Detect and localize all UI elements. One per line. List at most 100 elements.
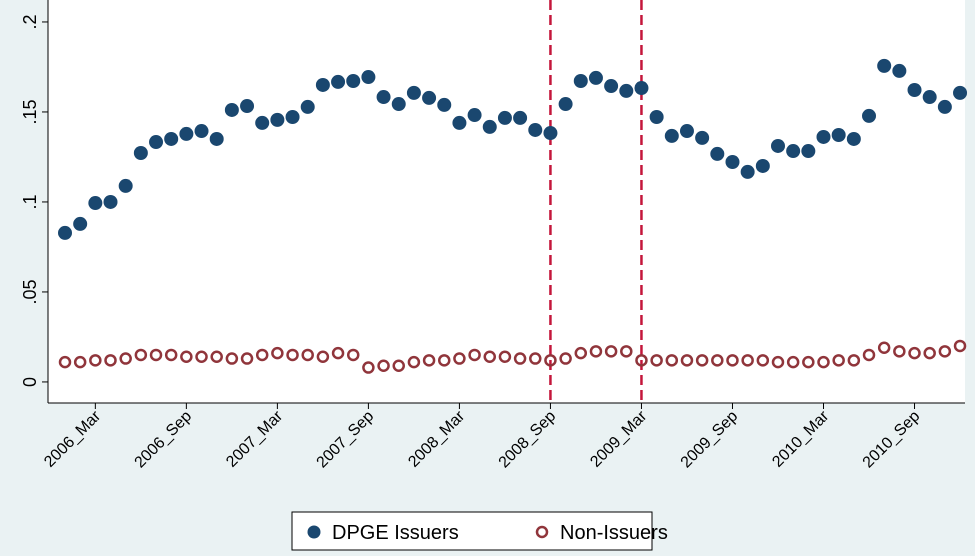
marker <box>619 83 634 98</box>
marker <box>285 109 300 124</box>
marker <box>786 355 800 369</box>
marker <box>771 355 785 369</box>
y-tick-label: .15 <box>20 99 40 124</box>
marker <box>164 348 178 362</box>
marker <box>665 354 679 367</box>
marker <box>634 81 649 96</box>
marker <box>695 130 710 145</box>
x-tick-label: 2006_Mar <box>41 407 104 470</box>
marker <box>802 355 815 369</box>
marker <box>103 194 118 209</box>
marker <box>558 97 573 112</box>
marker <box>361 70 376 85</box>
marker <box>893 345 906 358</box>
marker <box>300 99 315 114</box>
marker <box>513 352 527 365</box>
marker <box>574 346 588 360</box>
marker <box>695 354 709 367</box>
marker <box>953 85 968 100</box>
marker <box>877 58 892 73</box>
marker <box>134 348 148 362</box>
y-tick-label: .2 <box>20 14 40 29</box>
y-tick-label: .05 <box>20 279 40 304</box>
marker <box>497 110 512 125</box>
marker <box>907 82 922 97</box>
marker <box>271 346 284 360</box>
marker <box>649 109 664 124</box>
marker <box>149 135 164 150</box>
marker <box>741 354 754 367</box>
marker <box>149 348 163 362</box>
marker <box>953 339 967 353</box>
marker <box>832 354 845 367</box>
marker <box>543 126 558 141</box>
marker <box>377 359 390 372</box>
marker <box>817 355 830 369</box>
plot-area <box>48 0 965 403</box>
marker <box>133 145 148 160</box>
marker <box>453 352 466 365</box>
marker <box>847 354 861 367</box>
marker <box>452 115 467 130</box>
marker <box>255 348 269 362</box>
marker <box>315 77 330 92</box>
marker <box>801 144 816 159</box>
marker <box>710 146 725 161</box>
marker <box>559 352 572 365</box>
marker <box>513 110 528 125</box>
marker <box>922 90 937 105</box>
marker <box>482 119 497 134</box>
x-tick-label: 2009_Mar <box>587 407 650 470</box>
legend <box>291 511 653 551</box>
x-tick-label: 2006_Sep <box>132 408 196 472</box>
marker <box>589 345 603 358</box>
marker <box>711 354 724 367</box>
marker <box>786 144 801 159</box>
marker <box>240 352 254 365</box>
marker <box>604 79 619 94</box>
marker <box>816 129 831 144</box>
marker <box>209 131 224 146</box>
marker <box>892 63 907 78</box>
legend-label: Non-Issuers <box>560 522 668 544</box>
marker <box>588 70 603 85</box>
marker <box>58 355 72 369</box>
legend-marker <box>535 525 549 539</box>
marker <box>58 225 72 240</box>
marker <box>725 154 740 169</box>
marker <box>468 348 481 362</box>
marker <box>104 354 117 367</box>
marker <box>620 345 633 358</box>
marker <box>680 354 694 367</box>
marker <box>664 128 679 143</box>
marker <box>528 122 543 137</box>
marker <box>635 354 648 367</box>
marker <box>740 164 755 179</box>
marker <box>89 354 102 367</box>
marker <box>194 124 209 139</box>
x-tick-label: 2007_Mar <box>223 407 286 470</box>
marker <box>407 355 421 369</box>
x-tick-label: 2008_Sep <box>496 408 560 472</box>
legend-label: DPGE Issuers <box>332 522 459 544</box>
marker <box>376 90 391 105</box>
marker <box>195 350 208 363</box>
marker <box>573 73 588 88</box>
marker <box>679 124 694 139</box>
marker <box>255 115 270 130</box>
x-tick-label: 2007_Sep <box>314 408 378 472</box>
marker <box>225 352 239 365</box>
marker <box>483 350 497 363</box>
marker <box>831 127 846 142</box>
marker <box>422 354 436 367</box>
marker <box>862 108 877 123</box>
marker <box>846 131 861 146</box>
marker <box>650 354 663 367</box>
legend-marker <box>307 525 321 539</box>
marker <box>286 348 299 362</box>
marker <box>604 345 618 358</box>
marker <box>923 346 936 360</box>
marker <box>755 158 770 173</box>
marker <box>467 108 482 123</box>
